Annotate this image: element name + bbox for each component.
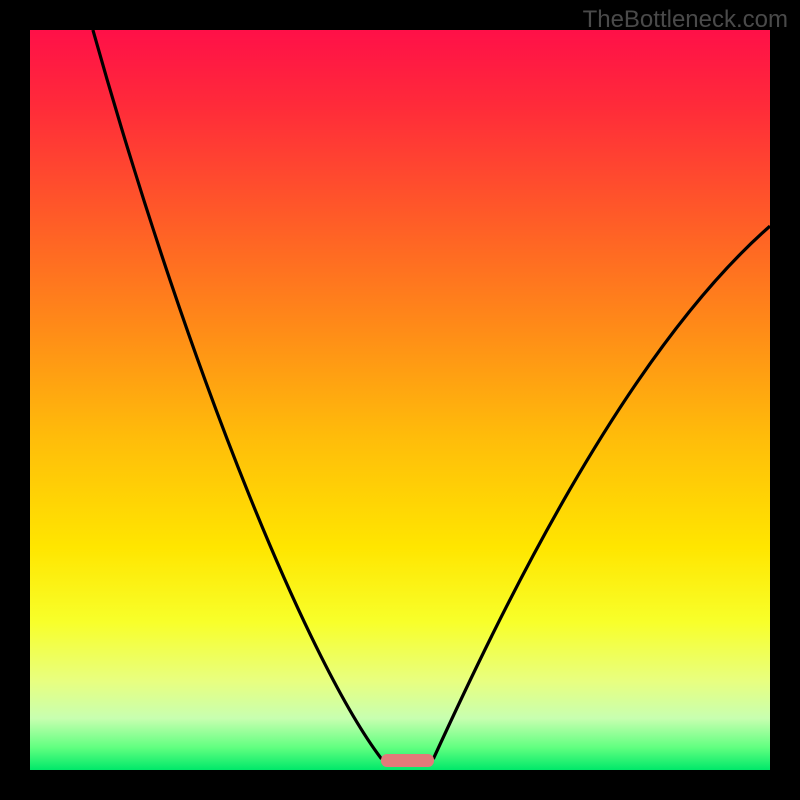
min-point-marker [381,754,434,767]
plot-area [30,30,770,770]
left-curve [93,30,382,759]
right-curve [433,226,770,759]
bottleneck-curves [30,30,770,770]
watermark-text: TheBottleneck.com [583,6,788,34]
